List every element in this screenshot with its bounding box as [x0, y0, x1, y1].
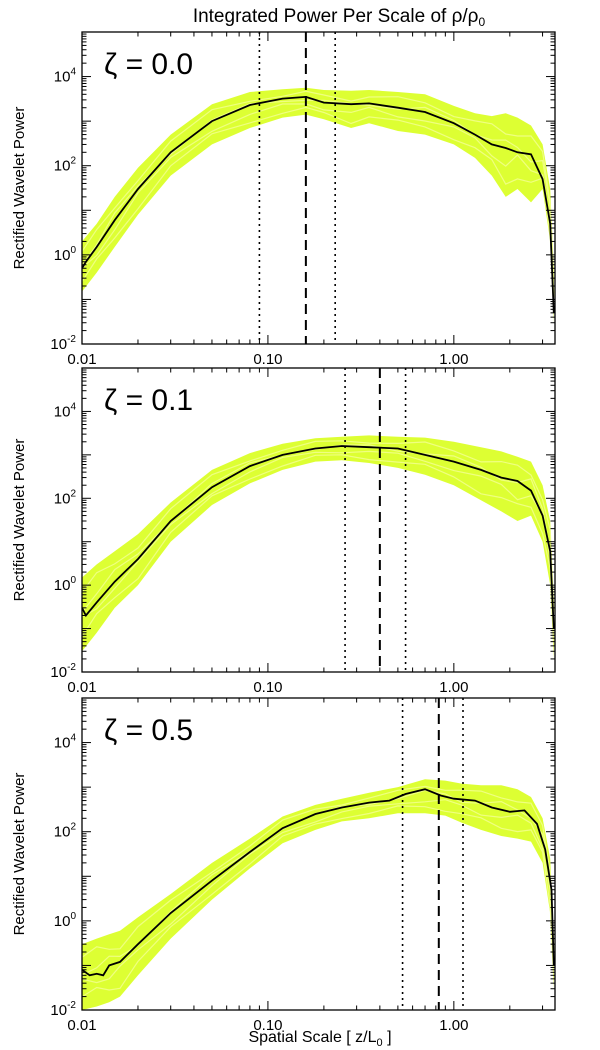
y-tick-label: 10-2 — [50, 662, 76, 681]
x-tick-label: 0.10 — [253, 351, 282, 368]
x-tick-label: 0.10 — [253, 679, 282, 696]
zeta-annotation: ζ = 0.0 — [104, 48, 193, 81]
plot-area — [82, 779, 555, 1010]
realization-line — [82, 444, 555, 623]
x-axis-label: Spatial Scale [ z/L0 ] — [248, 1029, 391, 1049]
envelope-band — [82, 435, 554, 659]
x-tick-label: 0.01 — [67, 351, 96, 368]
y-tick-label: 104 — [54, 733, 77, 752]
mean-curve — [82, 95, 555, 313]
x-tick-label: 0.01 — [67, 1017, 96, 1034]
mean-curve — [82, 445, 555, 629]
x-tick-label: 1.00 — [439, 679, 468, 696]
realization-line — [82, 785, 555, 958]
y-tick-label: 100 — [54, 245, 77, 264]
axes-frame — [81, 367, 556, 673]
y-tick-label: 100 — [54, 911, 77, 930]
x-tick-label: 0.10 — [253, 1017, 282, 1034]
realization-line — [82, 450, 555, 641]
realization-line — [82, 805, 555, 998]
zeta-annotation: ζ = 0.1 — [104, 384, 193, 417]
x-tick-label: 1.00 — [439, 1017, 468, 1034]
y-tick-label: 10-2 — [50, 334, 76, 353]
y-tick-label: 102 — [54, 822, 77, 841]
y-tick-label: 102 — [54, 156, 77, 175]
y-tick-label: 10-2 — [50, 1000, 76, 1019]
realization-line — [82, 799, 555, 984]
envelope-band — [82, 87, 554, 323]
y-tick-label: 100 — [54, 575, 77, 594]
zeta-annotation: ζ = 0.5 — [104, 714, 193, 747]
x-tick-label: 0.01 — [67, 679, 96, 696]
y-axis-label: Rectified Wavelet Power — [11, 439, 28, 602]
axes-frame — [81, 31, 556, 345]
realization-line — [82, 103, 555, 297]
y-axis-label: Rectified Wavelet Power — [11, 107, 28, 270]
axes-frame — [81, 697, 556, 1011]
mean-curve — [82, 788, 555, 977]
realization-line — [82, 106, 555, 314]
figure-title: Integrated Power Per Scale of ρ/ρ0 — [193, 6, 486, 29]
plot-area — [82, 435, 555, 659]
envelope-band — [82, 779, 554, 1010]
panel-zeta-0-1: 0.01 0.10 1.00 10-2 100 102 104 Rectified Wavel… — [11, 367, 556, 696]
plot-area — [82, 87, 555, 323]
y-axis-label: Rectified Wavelet Power — [11, 773, 28, 936]
y-tick-label: 102 — [54, 488, 77, 507]
y-tick-label: 104 — [54, 401, 77, 420]
realization-line — [82, 90, 555, 281]
realization-line — [82, 440, 555, 612]
y-tick-label: 104 — [54, 67, 77, 86]
realization-line — [82, 454, 555, 646]
panel-zeta-0-5: 0.01 0.10 1.00 10-2 100 102 104 Rectified Wavel… — [11, 697, 556, 1034]
x-tick-label: 1.00 — [439, 351, 468, 368]
panel-zeta-0-0: 0.01 0.10 1.00 10-2 100 102 104 Rectified Wavel… — [11, 31, 556, 368]
